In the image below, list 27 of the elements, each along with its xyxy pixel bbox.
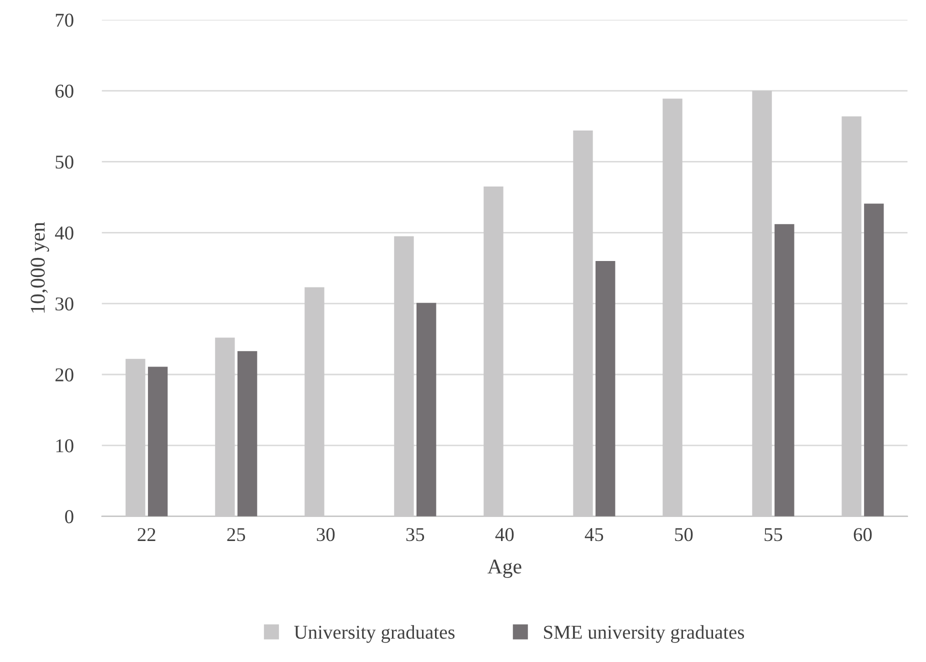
y-tick-label: 60 xyxy=(55,84,74,98)
x-tick-label: 35 xyxy=(406,528,424,542)
bar xyxy=(148,366,168,516)
x-tick-label: 25 xyxy=(227,528,246,542)
y-tick-label: 10 xyxy=(56,439,74,452)
x-tick-label: 45 xyxy=(584,528,604,542)
x-tick-label: 30 xyxy=(316,528,335,542)
x-tick-label: 55 xyxy=(764,528,782,542)
bar xyxy=(416,302,436,516)
y-tick-label: 70 xyxy=(56,14,74,27)
x-tick-label: 40 xyxy=(495,528,514,542)
y-tick-label: 40 xyxy=(55,226,74,240)
bar xyxy=(774,224,794,516)
x-tick-label: 50 xyxy=(675,528,693,542)
x-tick-label: 60 xyxy=(854,528,872,542)
y-tick-label: 30 xyxy=(56,297,74,311)
bar xyxy=(864,204,884,516)
y-tick-label: 20 xyxy=(55,368,74,382)
x-axis-title: Age xyxy=(488,560,522,578)
bar xyxy=(596,261,616,516)
legend-label: SME university graduates xyxy=(544,625,744,643)
y-tick-label: 50 xyxy=(56,156,74,169)
x-tick-label: 22 xyxy=(138,528,156,541)
legend-label: University graduates xyxy=(294,625,455,643)
bar xyxy=(237,351,258,516)
y-tick-label: 0 xyxy=(65,510,74,524)
y-axis-title: 10,000 yen xyxy=(30,222,50,313)
